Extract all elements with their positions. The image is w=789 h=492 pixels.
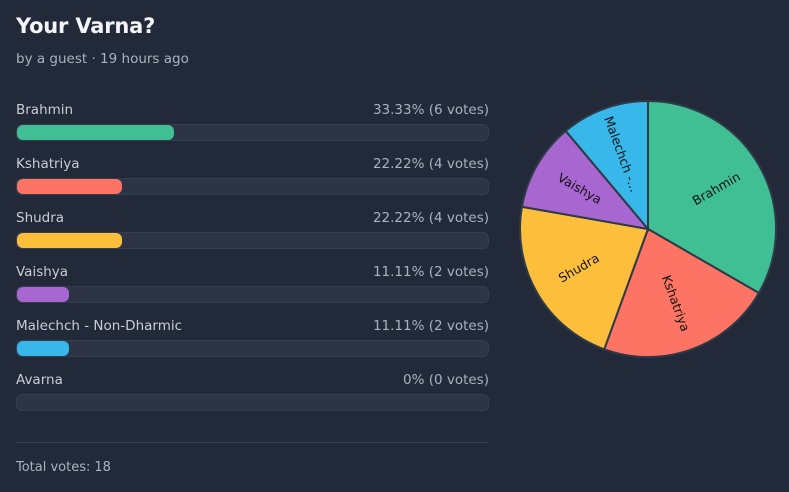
option-label: Kshatriya	[16, 156, 80, 172]
option-bar-fill	[17, 125, 174, 140]
option-bar-fill	[17, 233, 122, 248]
option-label: Brahmin	[16, 102, 74, 118]
poll-title: Your Varna?	[16, 14, 156, 38]
option-bar-fill	[17, 341, 70, 356]
option-bar	[16, 178, 489, 195]
divider	[16, 442, 489, 443]
poll-option: Malechch - Non-Dharmic 11.11% (2 votes)	[16, 318, 489, 372]
option-result: 33.33% (6 votes)	[372, 102, 489, 118]
total-votes-count: 18	[94, 460, 111, 475]
poll-option: Shudra 22.22% (4 votes)	[16, 210, 489, 264]
option-bar	[16, 124, 489, 141]
option-label: Avarna	[16, 372, 63, 388]
total-votes-label: Total votes:	[16, 460, 91, 475]
option-result: 11.11% (2 votes)	[372, 318, 489, 334]
option-result: 22.22% (4 votes)	[372, 210, 489, 226]
option-label: Malechch - Non-Dharmic	[16, 318, 183, 334]
pie-slice	[602, 227, 761, 358]
option-bar-fill	[17, 179, 122, 194]
poll-option: Vaishya 11.11% (2 votes)	[16, 264, 489, 318]
poll-option: Avarna 0% (0 votes)	[16, 372, 489, 426]
option-label: Shudra	[16, 210, 65, 226]
option-label: Vaishya	[16, 264, 69, 280]
poll-meta: by a guest · 19 hours ago	[16, 51, 189, 67]
pie-slice	[519, 205, 650, 351]
poll-option: Brahmin 33.33% (6 votes)	[16, 102, 489, 156]
pie-slice	[520, 129, 651, 231]
poll-options: Brahmin 33.33% (6 votes) Kshatriya 22.22…	[16, 102, 489, 426]
option-bar	[16, 286, 489, 303]
option-result: 22.22% (4 votes)	[372, 156, 489, 172]
total-votes: Total votes: 18	[16, 460, 111, 475]
pie-slice	[647, 99, 777, 295]
option-bar	[16, 340, 489, 357]
option-result: 11.11% (2 votes)	[372, 264, 489, 280]
option-bar-fill	[17, 287, 70, 302]
option-bar	[16, 232, 489, 249]
option-bar	[16, 394, 489, 411]
pie-slice	[564, 99, 649, 232]
poll-option: Kshatriya 22.22% (4 votes)	[16, 156, 489, 210]
option-result: 0% (0 votes)	[402, 372, 489, 388]
